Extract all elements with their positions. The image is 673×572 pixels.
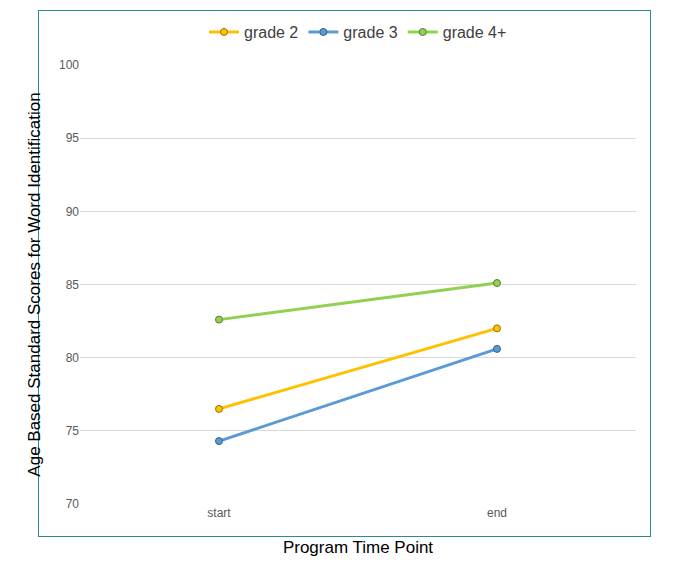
svg-text:grade 3: grade 3: [343, 24, 397, 41]
svg-text:80: 80: [66, 351, 80, 365]
svg-text:Program Time Point: Program Time Point: [283, 538, 433, 557]
svg-text:grade 2: grade 2: [244, 24, 298, 41]
svg-text:100: 100: [59, 58, 79, 72]
svg-text:75: 75: [66, 424, 80, 438]
svg-text:grade 4+: grade 4+: [443, 24, 507, 41]
svg-text:end: end: [487, 506, 507, 520]
svg-text:70: 70: [66, 497, 80, 511]
svg-text:Age Based Standard Scores for: Age Based Standard Scores for Word Ident…: [25, 92, 44, 476]
svg-text:start: start: [207, 506, 231, 520]
svg-text:85: 85: [66, 278, 80, 292]
svg-text:95: 95: [66, 131, 80, 145]
svg-text:90: 90: [66, 205, 80, 219]
